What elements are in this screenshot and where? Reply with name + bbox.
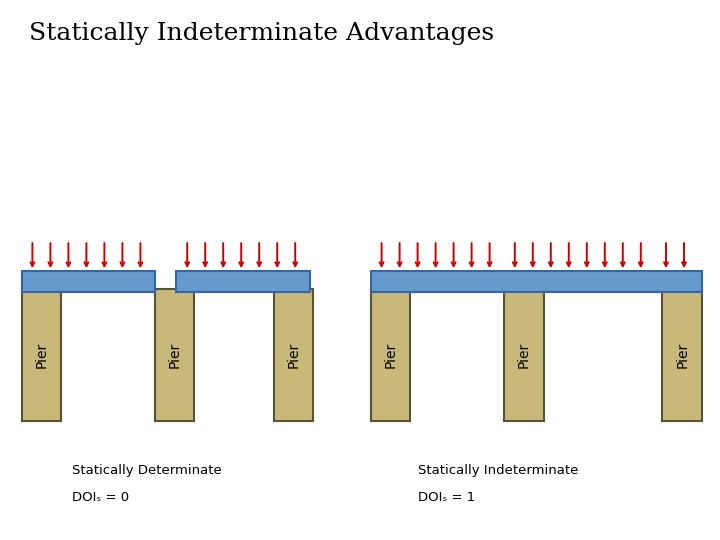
Bar	[274, 289, 313, 421]
Bar	[155, 289, 194, 421]
Bar	[22, 289, 61, 421]
Bar	[22, 271, 155, 292]
Bar	[371, 271, 702, 292]
Text: Statically Determinate: Statically Determinate	[72, 464, 222, 477]
Text: Statically Indeterminate Advantages: Statically Indeterminate Advantages	[29, 22, 494, 45]
Bar	[662, 289, 702, 421]
Text: DOIₛ = 0: DOIₛ = 0	[72, 491, 129, 504]
Text: Pier: Pier	[384, 342, 397, 368]
Text: Pier: Pier	[168, 342, 181, 368]
Text: Pier: Pier	[675, 342, 689, 368]
Text: DOIₛ = 1: DOIₛ = 1	[418, 491, 475, 504]
Text: Pier: Pier	[287, 342, 300, 368]
Text: Statically Indeterminate: Statically Indeterminate	[418, 464, 578, 477]
Bar	[504, 289, 544, 421]
Bar	[176, 271, 310, 292]
Bar	[371, 289, 410, 421]
Text: Pier: Pier	[35, 342, 48, 368]
Text: Pier: Pier	[517, 342, 531, 368]
